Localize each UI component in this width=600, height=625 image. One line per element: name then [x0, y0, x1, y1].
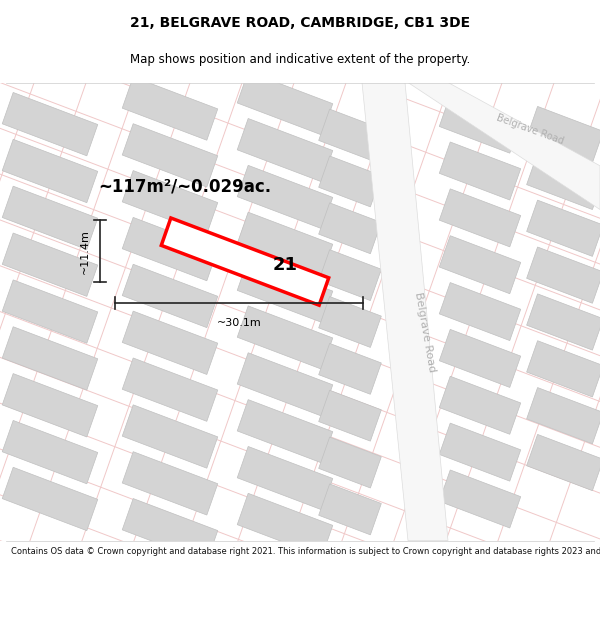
- Polygon shape: [439, 376, 521, 434]
- Polygon shape: [527, 106, 600, 162]
- Polygon shape: [319, 343, 382, 394]
- Polygon shape: [527, 294, 600, 350]
- Polygon shape: [2, 327, 98, 390]
- Polygon shape: [237, 399, 333, 463]
- Polygon shape: [237, 306, 333, 369]
- Polygon shape: [527, 434, 600, 491]
- Polygon shape: [408, 82, 600, 209]
- Text: Contains OS data © Crown copyright and database right 2021. This information is : Contains OS data © Crown copyright and d…: [11, 548, 600, 556]
- Text: 21, BELGRAVE ROAD, CAMBRIDGE, CB1 3DE: 21, BELGRAVE ROAD, CAMBRIDGE, CB1 3DE: [130, 16, 470, 30]
- Polygon shape: [439, 282, 521, 341]
- Polygon shape: [527, 341, 600, 397]
- Text: ~30.1m: ~30.1m: [217, 318, 262, 328]
- Text: ~117m²/~0.029ac.: ~117m²/~0.029ac.: [98, 177, 272, 196]
- Polygon shape: [319, 109, 382, 160]
- Polygon shape: [122, 499, 218, 562]
- Polygon shape: [122, 358, 218, 421]
- Polygon shape: [237, 446, 333, 510]
- Polygon shape: [237, 119, 333, 182]
- Text: 21: 21: [272, 256, 298, 274]
- Polygon shape: [2, 139, 98, 202]
- Polygon shape: [439, 189, 521, 247]
- Polygon shape: [439, 142, 521, 200]
- Polygon shape: [319, 296, 382, 348]
- Polygon shape: [527, 247, 600, 303]
- Polygon shape: [122, 171, 218, 234]
- Polygon shape: [439, 95, 521, 153]
- Polygon shape: [122, 217, 218, 281]
- Polygon shape: [319, 156, 382, 207]
- Polygon shape: [319, 484, 382, 535]
- Polygon shape: [237, 213, 333, 276]
- Polygon shape: [527, 388, 600, 444]
- Polygon shape: [122, 124, 218, 187]
- Polygon shape: [439, 470, 521, 528]
- Polygon shape: [122, 264, 218, 328]
- Polygon shape: [122, 311, 218, 374]
- Polygon shape: [2, 186, 98, 249]
- Polygon shape: [237, 352, 333, 416]
- Polygon shape: [527, 153, 600, 209]
- Polygon shape: [2, 233, 98, 296]
- Polygon shape: [319, 203, 382, 254]
- Polygon shape: [161, 218, 329, 305]
- Text: Belgrave Road: Belgrave Road: [495, 112, 565, 146]
- Polygon shape: [122, 452, 218, 515]
- Polygon shape: [319, 249, 382, 301]
- Polygon shape: [2, 92, 98, 156]
- Polygon shape: [122, 405, 218, 468]
- Polygon shape: [2, 421, 98, 484]
- Polygon shape: [439, 329, 521, 388]
- Text: Map shows position and indicative extent of the property.: Map shows position and indicative extent…: [130, 53, 470, 66]
- Polygon shape: [237, 166, 333, 229]
- Polygon shape: [2, 374, 98, 437]
- Polygon shape: [2, 280, 98, 343]
- Polygon shape: [2, 468, 98, 531]
- Polygon shape: [237, 72, 333, 135]
- Polygon shape: [439, 423, 521, 481]
- Polygon shape: [439, 236, 521, 294]
- Polygon shape: [319, 437, 382, 488]
- Text: ~11.4m: ~11.4m: [80, 229, 90, 274]
- Polygon shape: [319, 390, 382, 441]
- Polygon shape: [362, 82, 448, 541]
- Polygon shape: [527, 200, 600, 256]
- Polygon shape: [237, 259, 333, 322]
- Polygon shape: [122, 77, 218, 140]
- Polygon shape: [237, 493, 333, 557]
- Text: Belgrave Road: Belgrave Road: [413, 291, 437, 373]
